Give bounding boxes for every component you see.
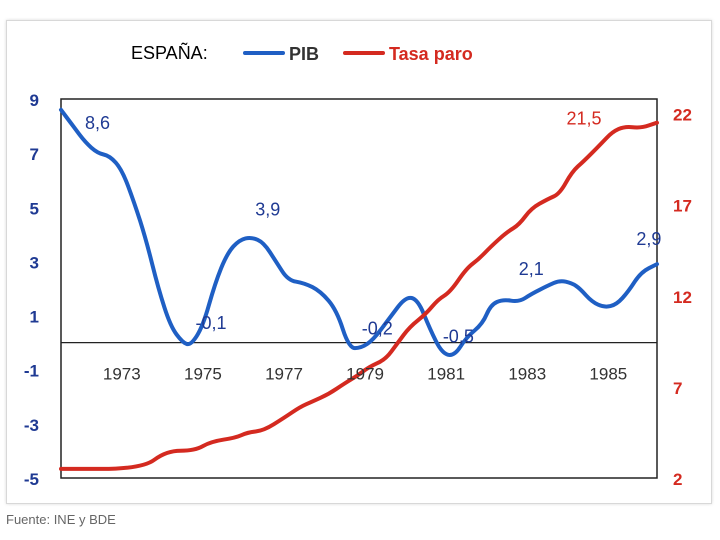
- data-label: 21,5: [566, 109, 601, 129]
- data-label: 8,6: [85, 113, 110, 133]
- legend-label-tasa-paro: Tasa paro: [389, 44, 473, 64]
- data-label: -0,5: [443, 327, 474, 347]
- data-label: 2,1: [519, 259, 544, 279]
- chart-svg: 8,63,9-0,1 -0,2 -0,52,12,921,5 1973 1975 197…: [24, 42, 692, 489]
- y-right-tick-label: 22: [673, 106, 692, 125]
- x-tick-label-1977: 1977: [265, 365, 303, 384]
- y-left-tick-label: -3: [24, 416, 39, 435]
- series-line-pib: [59, 107, 659, 357]
- source-note: Fuente: INE y BDE: [6, 512, 116, 527]
- y-left-tick-label: -5: [24, 470, 39, 489]
- data-label: -0,1: [195, 313, 226, 333]
- y-left-tick-label: 9: [30, 91, 39, 110]
- y-left-tick-label: 5: [30, 199, 39, 218]
- y-right-tick-label: 2: [673, 470, 682, 489]
- plot-area: [60, 98, 658, 479]
- y-left-tick-label: -1: [24, 362, 39, 381]
- x-tick-label-1973: 1973: [103, 365, 141, 384]
- y-left-tick-label: 3: [30, 253, 39, 272]
- chart-title: ESPAÑA:: [131, 42, 208, 63]
- chart-frame: 8,6 3,9 -0,1 -0,2 -0,5 2,1 2,9 21,5 1973 1975 197…: [6, 20, 712, 504]
- series-line-tasa-paro: [59, 120, 659, 471]
- x-tick-label-1979: 1979: [346, 365, 384, 384]
- legend-label-pib: PIB: [289, 44, 319, 64]
- x-tick-label-1981: 1981: [427, 365, 465, 384]
- x-tick-label-1975: 1975: [184, 365, 222, 384]
- y-right-tick-label: 12: [673, 288, 692, 307]
- y-right-tick-label: 17: [673, 197, 692, 216]
- y-right-tick-label: 7: [673, 379, 682, 398]
- data-label: 3,9: [255, 199, 280, 219]
- data-label: 2,9: [636, 229, 661, 249]
- y-left-tick-label: 1: [30, 308, 39, 327]
- data-label: -0,2: [362, 319, 393, 339]
- y-left-tick-label: 7: [30, 145, 39, 164]
- x-tick-label-1985: 1985: [589, 365, 627, 384]
- x-tick-label-1983: 1983: [508, 365, 546, 384]
